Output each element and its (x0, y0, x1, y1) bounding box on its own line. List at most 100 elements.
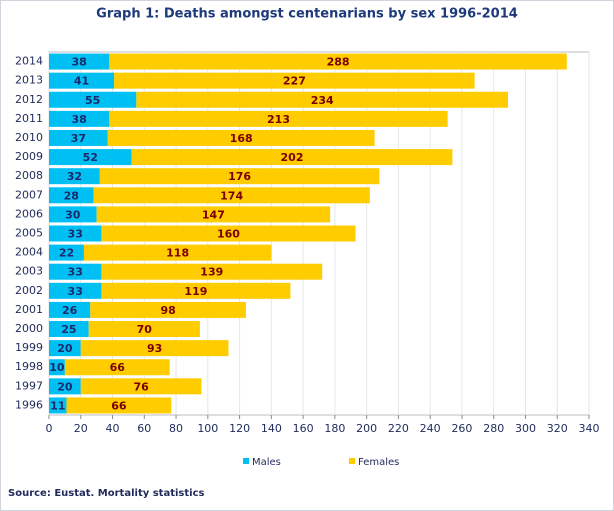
chart-title: Graph 1: Deaths amongst centenarians by … (96, 7, 518, 22)
bar-segment (96, 206, 331, 223)
data-label: 52 (83, 151, 98, 164)
y-tick-label: 1998 (15, 360, 43, 373)
x-tick-label: 240 (420, 422, 441, 435)
bar-segment (136, 91, 508, 108)
y-tick-label: 1997 (15, 379, 43, 392)
x-tick-label: 120 (229, 422, 250, 435)
x-tick-label: 320 (547, 422, 568, 435)
data-label: 33 (68, 228, 83, 241)
bar-segment (49, 168, 100, 185)
data-label: 22 (59, 247, 74, 260)
x-tick-label: 40 (106, 422, 120, 435)
data-label: 76 (133, 380, 149, 393)
bar-segment (93, 187, 370, 204)
bar-segment (80, 340, 229, 357)
y-tick-label: 2009 (15, 150, 43, 163)
bar-segment (49, 397, 67, 414)
bar-segment (90, 301, 246, 318)
bar-segment (49, 282, 102, 299)
data-label: 139 (200, 266, 223, 279)
bar-segment (49, 359, 65, 376)
bar-segment (114, 72, 475, 89)
x-tick-label: 180 (324, 422, 345, 435)
bar-segment (109, 110, 448, 127)
bar-segment (49, 378, 81, 395)
data-label: 38 (72, 113, 87, 126)
y-tick-label: 2002 (15, 284, 43, 297)
bar-segment (49, 129, 108, 146)
data-label: 37 (71, 132, 86, 145)
data-label: 25 (61, 323, 76, 336)
bar-segment (49, 91, 137, 108)
data-label: 234 (311, 94, 334, 107)
x-tick-label: 60 (137, 422, 151, 435)
bar-segment (101, 282, 291, 299)
bar-segment (49, 110, 110, 127)
data-label: 202 (281, 151, 304, 164)
legend-swatch (243, 458, 249, 464)
data-label: 93 (147, 342, 162, 355)
y-tick-label: 2010 (15, 131, 43, 144)
data-label: 70 (137, 323, 153, 336)
bar-segment (49, 225, 102, 242)
x-tick-label: 160 (293, 422, 314, 435)
data-label: 11 (50, 399, 65, 412)
x-tick-label: 340 (579, 422, 600, 435)
data-label: 119 (184, 285, 207, 298)
bar-segment (49, 72, 115, 89)
bar-segment (49, 340, 81, 357)
source: Source: Eustat. Mortality statistics (8, 488, 204, 499)
data-label: 168 (230, 132, 253, 145)
bar-segment (49, 149, 132, 166)
bar-segment (66, 397, 172, 414)
bar-segment (49, 206, 97, 223)
x-tick-label: 20 (74, 422, 88, 435)
data-label: 28 (64, 189, 79, 202)
bar-segment (101, 263, 323, 280)
y-tick-label: 2000 (15, 322, 43, 335)
y-tick-label: 2008 (15, 169, 43, 182)
data-label: 66 (111, 399, 127, 412)
data-label: 66 (110, 361, 126, 374)
bar-segment (49, 321, 89, 338)
y-tick-label: 2013 (15, 74, 43, 87)
bar-segment (49, 263, 102, 280)
y-tick-label: 2005 (15, 227, 43, 240)
legend-label: Males (252, 457, 281, 468)
bar-segment (49, 53, 110, 70)
data-label: 38 (72, 56, 87, 69)
bar-segment (131, 149, 453, 166)
bar-segment (49, 244, 84, 261)
data-label: 30 (65, 208, 81, 221)
bar-segment (80, 378, 202, 395)
x-tick-label: 0 (46, 422, 53, 435)
y-tick-label: 2001 (15, 303, 43, 316)
bar-segment (107, 129, 375, 146)
data-label: 98 (160, 304, 175, 317)
data-label: 33 (68, 266, 83, 279)
data-label: 41 (74, 75, 89, 88)
bar-segment (49, 187, 94, 204)
data-label: 147 (202, 208, 225, 221)
data-label: 213 (267, 113, 290, 126)
y-tick-label: 2007 (15, 188, 43, 201)
y-tick-label: 2012 (15, 93, 43, 106)
data-label: 20 (57, 380, 73, 393)
data-label: 26 (62, 304, 78, 317)
data-label: 227 (283, 75, 306, 88)
y-tick-label: 2011 (15, 112, 43, 125)
data-label: 288 (327, 56, 350, 69)
x-tick-label: 300 (515, 422, 536, 435)
data-label: 20 (57, 342, 73, 355)
bar-segment (49, 301, 91, 318)
x-tick-label: 260 (451, 422, 472, 435)
bar-segment (109, 53, 567, 70)
y-tick-label: 2003 (15, 265, 43, 278)
data-label: 118 (166, 247, 189, 260)
y-tick-label: 2006 (15, 207, 43, 220)
y-tick-label: 2004 (15, 246, 43, 259)
x-tick-label: 80 (169, 422, 183, 435)
y-tick-label: 1996 (15, 398, 43, 411)
bar-segment (99, 168, 380, 185)
data-label: 176 (228, 170, 251, 183)
